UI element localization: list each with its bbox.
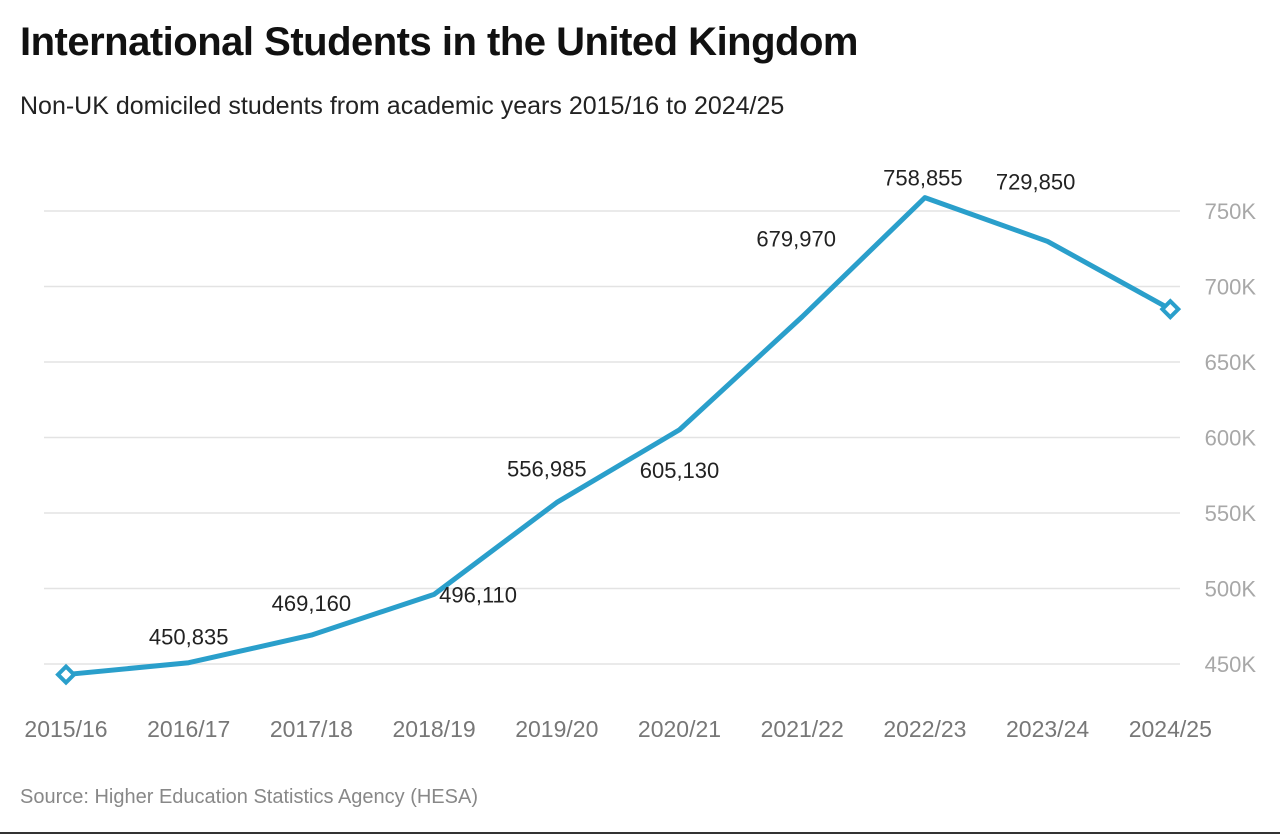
- data-label: 605,130: [640, 458, 720, 483]
- x-tick-label: 2022/23: [883, 716, 966, 742]
- y-tick-label: 550K: [1205, 501, 1257, 526]
- chart-subtitle: Non-UK domiciled students from academic …: [20, 92, 785, 120]
- bottom-rule: [0, 832, 1280, 834]
- data-label: 679,970: [756, 227, 836, 252]
- x-tick-label: 2018/19: [393, 716, 476, 742]
- data-label: 758,855: [883, 166, 963, 191]
- x-tick-label: 2015/16: [24, 716, 107, 742]
- x-tick-label: 2017/18: [270, 716, 353, 742]
- y-tick-label: 600K: [1205, 426, 1257, 451]
- endpoint-marker: [55, 663, 77, 686]
- x-tick-label: 2024/25: [1129, 716, 1212, 742]
- y-tick-label: 700K: [1205, 275, 1257, 300]
- data-label: 729,850: [996, 169, 1076, 194]
- x-tick-label: 2023/24: [1006, 716, 1089, 742]
- y-tick-label: 750K: [1205, 199, 1257, 224]
- x-tick-label: 2019/20: [515, 716, 598, 742]
- x-tick-label: 2020/21: [638, 716, 721, 742]
- y-tick-label: 650K: [1205, 350, 1257, 375]
- data-label: 496,110: [439, 582, 517, 607]
- data-label: 450,835: [149, 625, 229, 650]
- series-line: [63, 195, 1173, 678]
- endpoint-marker: [1159, 298, 1182, 320]
- chart-source: Source: Higher Education Statistics Agen…: [20, 786, 478, 808]
- y-tick-label: 450K: [1205, 652, 1257, 677]
- y-tick-label: 500K: [1205, 577, 1257, 602]
- data-label: 556,985: [507, 456, 587, 481]
- data-label: 469,160: [272, 591, 352, 616]
- x-tick-label: 2016/17: [147, 716, 230, 742]
- chart-title: International Students in the United Kin…: [20, 20, 858, 64]
- x-tick-label: 2021/22: [761, 716, 844, 742]
